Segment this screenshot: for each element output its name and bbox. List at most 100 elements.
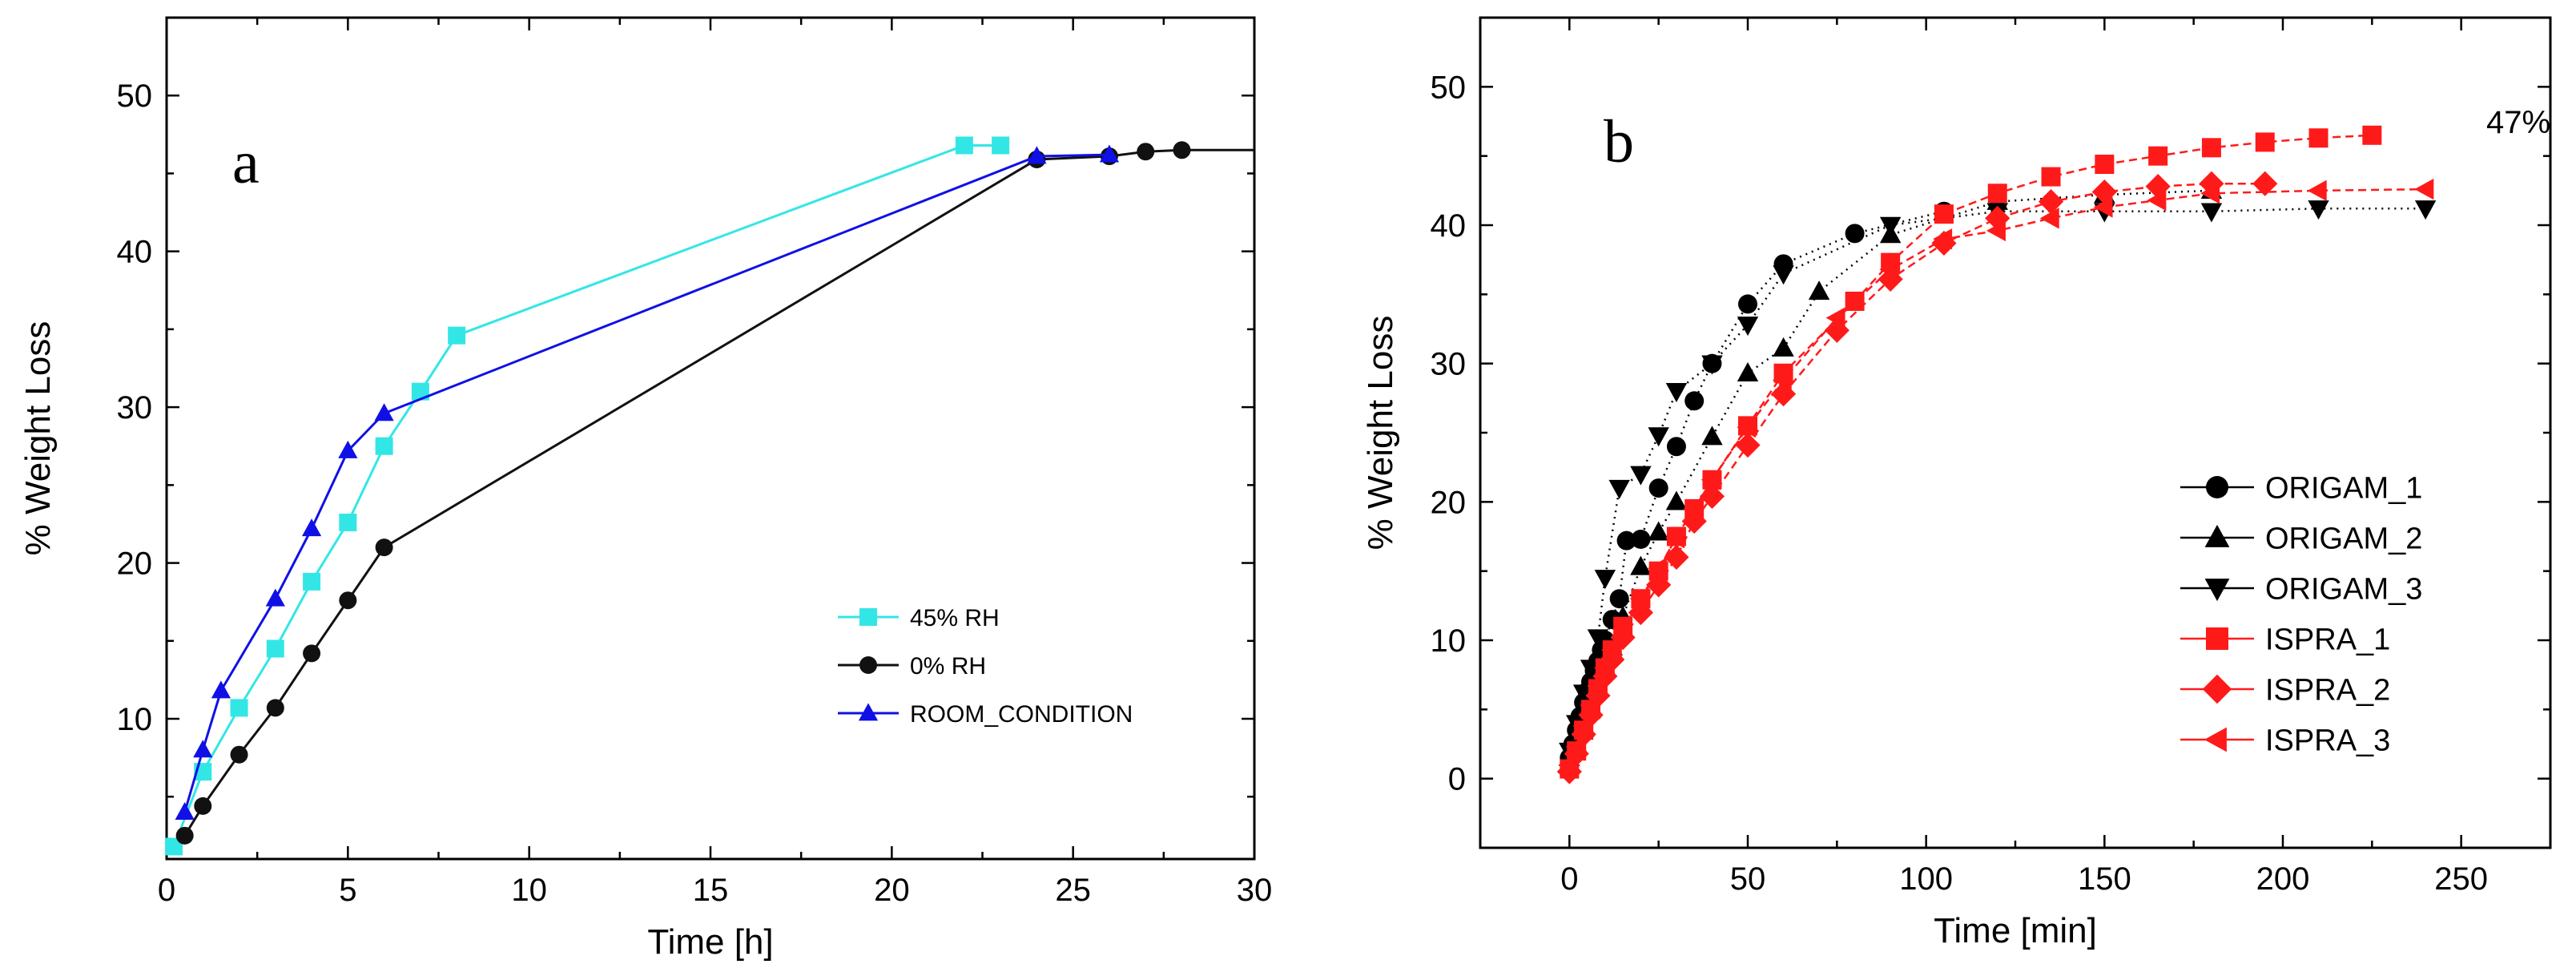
data-point	[1629, 588, 1649, 610]
data-point	[303, 572, 321, 591]
data-point	[2308, 128, 2328, 148]
data-point	[1594, 570, 1616, 590]
panel-b-chart: 0 50 100 150 200 250 0 10 20 30 40 50 Time [min] % We…	[1361, 16, 2552, 950]
data-point	[1646, 572, 1672, 598]
x-tick-label: 20	[874, 873, 910, 908]
data-point	[1701, 469, 1721, 490]
plot-frame	[1479, 16, 2552, 849]
data-point	[1647, 558, 1667, 579]
data-point	[1630, 555, 1652, 575]
legend-marker	[2206, 627, 2228, 650]
data-point	[411, 382, 429, 401]
series-origam-3	[1559, 200, 2437, 762]
data-point	[1683, 498, 1703, 520]
panel-a-chart: 0 5 10 15 20 25 30 10 20 30 40 50 Time [h] % Weight L…	[18, 16, 1273, 962]
data-point	[338, 440, 358, 458]
legend-marker	[2204, 727, 2227, 752]
x-tick-label: 200	[2256, 861, 2310, 897]
data-point	[1665, 527, 1685, 549]
data-point	[1572, 715, 1592, 737]
data-point	[1879, 259, 1899, 280]
y-tick-label: 50	[117, 79, 153, 114]
legend-label: ISPRA_2	[2265, 674, 2390, 708]
data-point	[1648, 521, 1669, 541]
x-tick-label: 25	[1055, 873, 1091, 908]
data-point	[1933, 228, 1953, 250]
data-point	[1665, 383, 1688, 402]
legend-marker	[858, 703, 879, 721]
data-point	[194, 797, 212, 815]
data-point	[1099, 144, 1120, 163]
data-point	[2041, 167, 2061, 187]
data-point	[2093, 196, 2113, 218]
data-point	[230, 699, 248, 717]
y-tick-label: 10	[1431, 623, 1467, 659]
annotation-label: 47%	[2486, 105, 2550, 140]
data-point	[1648, 427, 1669, 447]
data-point	[1648, 478, 1668, 498]
legend-label: ORIGAM_3	[2265, 573, 2422, 607]
data-point	[1608, 479, 1630, 499]
data-point	[1735, 432, 1761, 458]
panel-label: a	[232, 129, 260, 196]
y-tick-label: 0	[1448, 762, 1466, 797]
data-point	[303, 644, 321, 663]
y-tick-label: 30	[1431, 347, 1467, 382]
data-point	[1987, 184, 2007, 204]
data-point	[1587, 675, 1607, 697]
data-point	[1630, 466, 1652, 486]
data-point	[1612, 618, 1632, 640]
series-line	[1568, 134, 2373, 770]
data-point	[1666, 437, 1686, 457]
legend-marker	[859, 656, 877, 674]
data-point	[1934, 204, 1954, 224]
data-point	[1664, 544, 1689, 570]
series-line	[1568, 182, 2265, 772]
data-point	[1609, 589, 1629, 609]
data-point	[1701, 426, 1723, 446]
x-tick-label: 30	[1237, 873, 1273, 908]
data-point	[2147, 189, 2167, 212]
series-line	[183, 148, 1254, 837]
data-point	[1737, 416, 1757, 438]
data-point	[339, 514, 357, 531]
data-point	[1825, 307, 1845, 329]
x-tick-label: 100	[1899, 861, 1953, 897]
data-point	[1773, 337, 1794, 357]
series-line	[172, 143, 1001, 847]
data-point	[1737, 361, 1759, 381]
data-point	[1986, 220, 2006, 242]
data-point	[2414, 200, 2437, 220]
data-point	[230, 745, 248, 764]
legend-label: 45% RH	[910, 605, 1000, 631]
data-point	[1665, 490, 1688, 510]
legend-label: ORIGAM_1	[2265, 472, 2422, 506]
series-0-rh	[175, 141, 1254, 845]
series-ispra-3	[1558, 178, 2434, 776]
y-axis-title: % Weight Loss	[1361, 316, 1400, 551]
series-room-condition	[175, 144, 1120, 821]
x-tick-label: 10	[511, 873, 547, 908]
data-point	[2200, 183, 2220, 204]
data-point	[1564, 740, 1589, 767]
data-point	[992, 136, 1010, 155]
y-tick-label: 40	[1431, 208, 1467, 244]
y-tick-label: 40	[117, 235, 153, 270]
data-point	[1173, 141, 1191, 159]
data-point	[301, 518, 322, 537]
data-point	[1628, 599, 1653, 626]
legend-marker	[2202, 674, 2232, 704]
data-point	[1684, 391, 1705, 411]
x-axis-title: Time [h]	[647, 922, 773, 962]
legend-marker	[2204, 579, 2230, 602]
data-point	[211, 680, 231, 699]
data-point	[1701, 355, 1723, 375]
x-tick-label: 0	[1560, 861, 1578, 897]
data-point	[375, 437, 393, 455]
data-point	[1845, 224, 1865, 244]
data-point	[1027, 146, 1047, 164]
legend: 45% RH 0% RH ROOM_CONDITION	[838, 605, 1133, 728]
data-point	[2200, 203, 2223, 223]
legend-marker	[2204, 524, 2230, 547]
